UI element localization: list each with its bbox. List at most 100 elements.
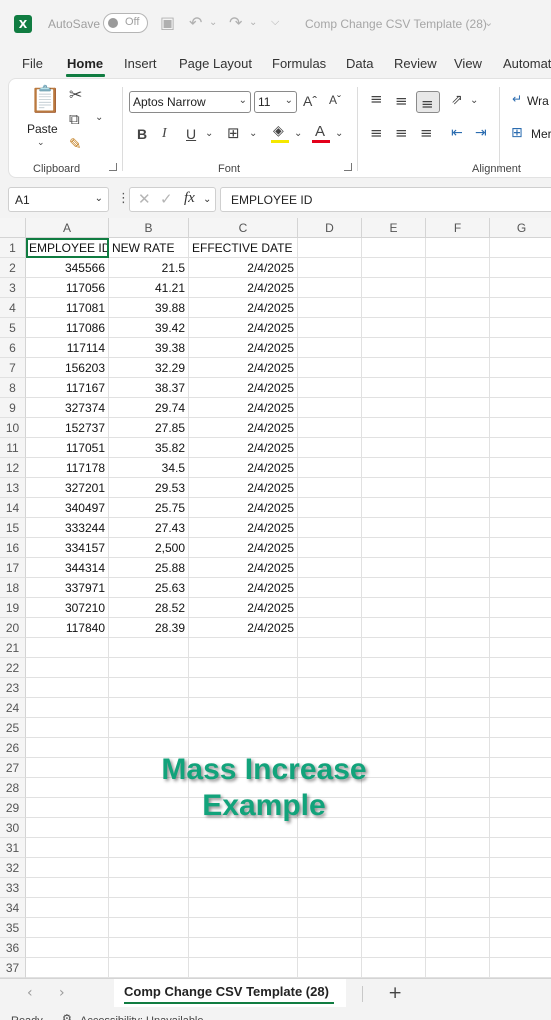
underline-dropdown-icon[interactable]: ⌄ [205, 128, 214, 139]
cell-d4[interactable] [298, 298, 362, 318]
cell-d24[interactable] [298, 698, 362, 718]
cell-a20[interactable]: 117840 [26, 618, 109, 638]
cell-d28[interactable] [298, 778, 362, 798]
cell-f4[interactable] [426, 298, 490, 318]
row-header[interactable]: 7 [0, 358, 26, 378]
accessibility-icon[interactable]: ⚙ [62, 1012, 72, 1020]
cell-a31[interactable] [26, 838, 109, 858]
row-header[interactable]: 3 [0, 278, 26, 298]
cell-b36[interactable] [109, 938, 189, 958]
row-header[interactable]: 27 [0, 758, 26, 778]
row-header[interactable]: 9 [0, 398, 26, 418]
cell-d20[interactable] [298, 618, 362, 638]
cell-b4[interactable]: 39.88 [109, 298, 189, 318]
cell-f16[interactable] [426, 538, 490, 558]
cell-f23[interactable] [426, 678, 490, 698]
cell-a37[interactable] [26, 958, 109, 978]
tab-file[interactable]: File [22, 56, 43, 71]
align-right-icon[interactable]: ≡ [420, 124, 433, 142]
cell-a32[interactable] [26, 858, 109, 878]
cell-f6[interactable] [426, 338, 490, 358]
cell-a33[interactable] [26, 878, 109, 898]
fill-color-dropdown-icon[interactable]: ⌄ [294, 128, 303, 139]
cell-f37[interactable] [426, 958, 490, 978]
row-header[interactable]: 21 [0, 638, 26, 658]
cell-a17[interactable]: 344314 [26, 558, 109, 578]
cell-b1[interactable]: NEW RATE [109, 238, 189, 258]
cell-c10[interactable]: 2/4/2025 [189, 418, 298, 438]
cell-d15[interactable] [298, 518, 362, 538]
cell-b35[interactable] [109, 918, 189, 938]
cell-g22[interactable] [490, 658, 551, 678]
cell-g18[interactable] [490, 578, 551, 598]
cell-f10[interactable] [426, 418, 490, 438]
cell-g31[interactable] [490, 838, 551, 858]
cell-c26[interactable] [189, 738, 298, 758]
cell-c5[interactable]: 2/4/2025 [189, 318, 298, 338]
cell-e14[interactable] [362, 498, 426, 518]
cell-c35[interactable] [189, 918, 298, 938]
cell-e1[interactable] [362, 238, 426, 258]
cell-g16[interactable] [490, 538, 551, 558]
tab-insert[interactable]: Insert [124, 56, 157, 71]
cell-f12[interactable] [426, 458, 490, 478]
cancel-icon[interactable]: ✕ [138, 190, 151, 208]
cell-d2[interactable] [298, 258, 362, 278]
cell-f20[interactable] [426, 618, 490, 638]
undo-dropdown-icon[interactable]: ⌄ [209, 17, 218, 28]
cell-c16[interactable]: 2/4/2025 [189, 538, 298, 558]
cell-f31[interactable] [426, 838, 490, 858]
formula-input[interactable]: EMPLOYEE ID [220, 187, 551, 212]
insert-function-icon[interactable]: fx [184, 190, 195, 206]
align-left-icon[interactable]: ≡ [370, 124, 383, 142]
cell-e6[interactable] [362, 338, 426, 358]
cell-f35[interactable] [426, 918, 490, 938]
tab-data[interactable]: Data [346, 56, 374, 71]
cell-c22[interactable] [189, 658, 298, 678]
cell-b13[interactable]: 29.53 [109, 478, 189, 498]
cell-e32[interactable] [362, 858, 426, 878]
cell-g17[interactable] [490, 558, 551, 578]
cell-g15[interactable] [490, 518, 551, 538]
chevron-down-icon[interactable]: ⌄ [484, 16, 494, 29]
cell-g29[interactable] [490, 798, 551, 818]
cell-f28[interactable] [426, 778, 490, 798]
document-title[interactable]: Comp Change CSV Template (28) [305, 17, 487, 31]
row-header[interactable]: 5 [0, 318, 26, 338]
cell-c17[interactable]: 2/4/2025 [189, 558, 298, 578]
copy-icon[interactable]: ⧉ [69, 110, 80, 128]
cell-e10[interactable] [362, 418, 426, 438]
cell-e26[interactable] [362, 738, 426, 758]
cell-g6[interactable] [490, 338, 551, 358]
cell-b31[interactable] [109, 838, 189, 858]
cell-d30[interactable] [298, 818, 362, 838]
cell-b2[interactable]: 21.5 [109, 258, 189, 278]
cell-c11[interactable]: 2/4/2025 [189, 438, 298, 458]
cell-a12[interactable]: 117178 [26, 458, 109, 478]
cell-e15[interactable] [362, 518, 426, 538]
cell-e24[interactable] [362, 698, 426, 718]
cell-b19[interactable]: 28.52 [109, 598, 189, 618]
increase-indent-icon[interactable]: ⇥ [475, 125, 487, 141]
redo-dropdown-icon[interactable]: ⌄ [249, 17, 258, 28]
borders-dropdown-icon[interactable]: ⌄ [249, 128, 258, 139]
cell-d22[interactable] [298, 658, 362, 678]
cell-c24[interactable] [189, 698, 298, 718]
row-header[interactable]: 33 [0, 878, 26, 898]
cell-e23[interactable] [362, 678, 426, 698]
cell-b15[interactable]: 27.43 [109, 518, 189, 538]
cell-d19[interactable] [298, 598, 362, 618]
cell-g8[interactable] [490, 378, 551, 398]
cell-d32[interactable] [298, 858, 362, 878]
cell-e34[interactable] [362, 898, 426, 918]
cell-a7[interactable]: 156203 [26, 358, 109, 378]
column-header-c[interactable]: C [189, 218, 298, 238]
cell-d34[interactable] [298, 898, 362, 918]
cell-a6[interactable]: 117114 [26, 338, 109, 358]
cell-g35[interactable] [490, 918, 551, 938]
cell-a2[interactable]: 345566 [26, 258, 109, 278]
cell-f32[interactable] [426, 858, 490, 878]
cell-c25[interactable] [189, 718, 298, 738]
cell-f15[interactable] [426, 518, 490, 538]
cell-b28[interactable] [109, 778, 189, 798]
